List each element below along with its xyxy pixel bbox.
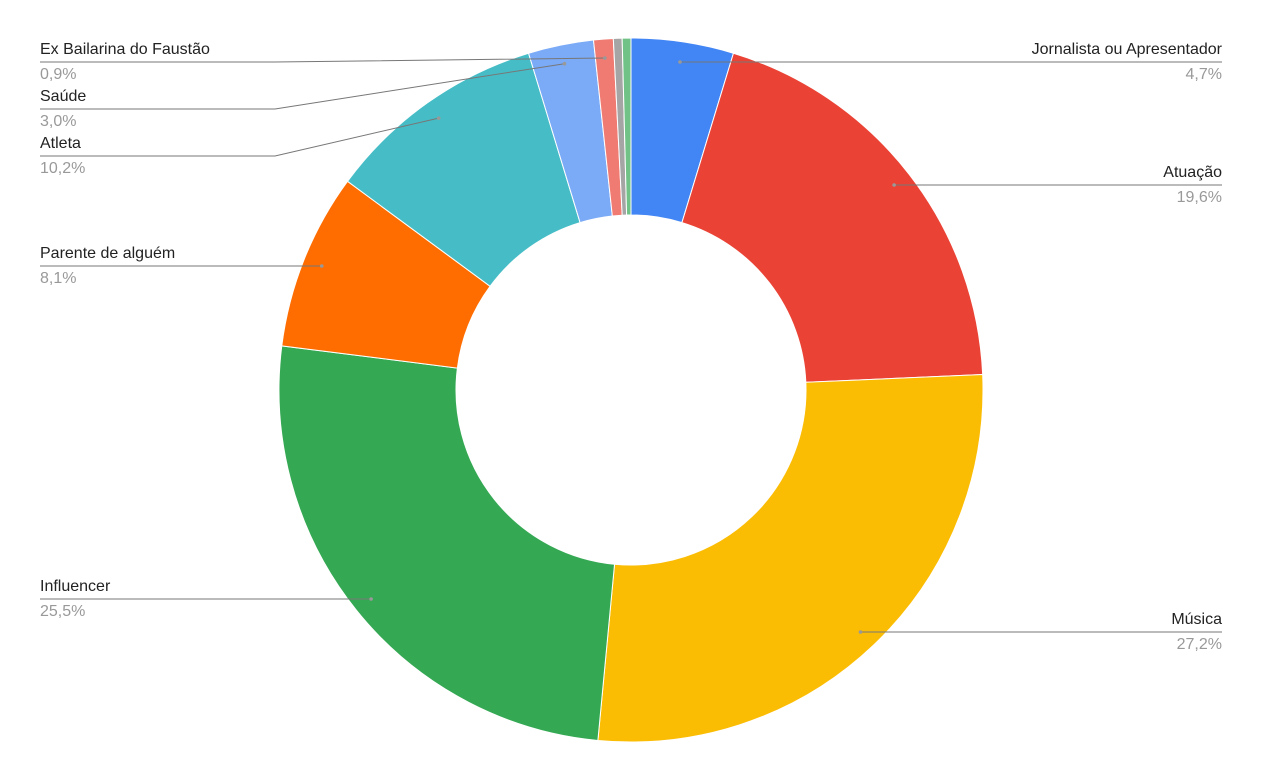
leader-line	[40, 57, 605, 63]
slice-value-label: 3,0%	[40, 113, 76, 130]
slice-value-label: 25,5%	[40, 603, 85, 620]
leader-dot	[678, 60, 682, 64]
slice-label: Atuação	[1163, 164, 1222, 181]
slice-value-label: 19,6%	[1177, 189, 1222, 206]
slice-label: Atleta	[40, 135, 81, 152]
leader-dot	[858, 630, 863, 634]
leader-dot	[319, 264, 324, 268]
donut-slice	[278, 345, 616, 741]
slice-value-label: 4,7%	[1186, 66, 1222, 83]
slice-label: Ex Bailarina do Faustão	[40, 41, 210, 58]
slice-value-label: 10,2%	[40, 160, 85, 177]
donut-slice	[681, 52, 984, 383]
slice-label: Influencer	[40, 578, 111, 595]
leader-dot	[369, 597, 373, 601]
slice-label: Parente de alguém	[40, 245, 175, 262]
leader-line	[40, 117, 439, 157]
donut-slice	[621, 37, 632, 216]
slice-value-label: 0,9%	[40, 66, 76, 83]
leader-dot	[562, 61, 567, 66]
slice-value-label: 8,1%	[40, 270, 76, 287]
leader-line	[40, 63, 565, 110]
slice-label: Saúde	[40, 88, 86, 105]
slice-value-label: 27,2%	[1177, 636, 1222, 653]
slice-label: Jornalista ou Apresentador	[1032, 41, 1223, 58]
donut-slice	[597, 374, 984, 743]
slice-label: Música	[1171, 611, 1222, 628]
leader-dot	[603, 56, 607, 60]
leader-dot	[436, 116, 441, 120]
leader-dot	[892, 183, 896, 187]
